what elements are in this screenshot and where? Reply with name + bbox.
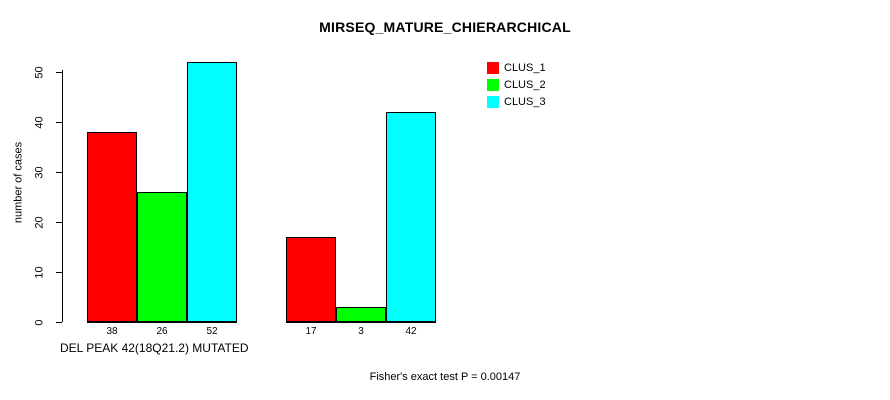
- bar-clus_3: [386, 112, 436, 322]
- group-baseline: [286, 322, 436, 323]
- fisher-test-annotation: Fisher's exact test P = 0.00147: [369, 371, 521, 383]
- legend-item-label: CLUS_2: [504, 79, 546, 91]
- y-axis-tick-label: 0: [33, 319, 46, 326]
- bar-value-label: 52: [206, 326, 218, 337]
- y-axis-tick: [56, 72, 62, 73]
- x-axis-group-label: DEL PEAK 42(18Q21.2) MUTATED: [60, 341, 249, 355]
- y-axis-title: number of cases: [12, 141, 25, 224]
- bar-clus_1: [87, 132, 137, 322]
- y-axis-tick-label: 20: [33, 216, 46, 229]
- y-axis-line: [62, 70, 63, 322]
- y-axis-tick-label: 50: [33, 66, 46, 79]
- y-axis-tick-label: 30: [33, 166, 46, 179]
- y-axis-tick-label: 40: [33, 116, 46, 129]
- bar-clus_2: [336, 307, 386, 322]
- bar-value-label: 26: [156, 326, 168, 337]
- y-axis-tick: [56, 172, 62, 173]
- bar-clus_3: [187, 62, 237, 322]
- chart-title: MIRSEQ_MATURE_CHIERARCHICAL: [319, 19, 571, 35]
- bar-value-label: 42: [405, 326, 417, 337]
- legend-swatch-icon: [487, 62, 499, 74]
- legend-swatch-icon: [487, 96, 499, 108]
- bar-value-label: 38: [106, 326, 118, 337]
- bar-clus_2: [137, 192, 187, 322]
- group-baseline: [87, 322, 237, 323]
- legend-item-label: CLUS_3: [504, 96, 546, 108]
- y-axis-tick: [56, 272, 62, 273]
- bar-clus_1: [286, 237, 336, 322]
- bar-value-label: 17: [305, 326, 317, 337]
- legend-swatch-icon: [487, 79, 499, 91]
- bar-value-label: 3: [358, 326, 364, 337]
- y-axis-tick: [56, 222, 62, 223]
- y-axis-tick-label: 10: [33, 266, 46, 279]
- y-axis-tick: [56, 122, 62, 123]
- y-axis-tick: [56, 322, 62, 323]
- legend-item-label: CLUS_1: [504, 62, 546, 74]
